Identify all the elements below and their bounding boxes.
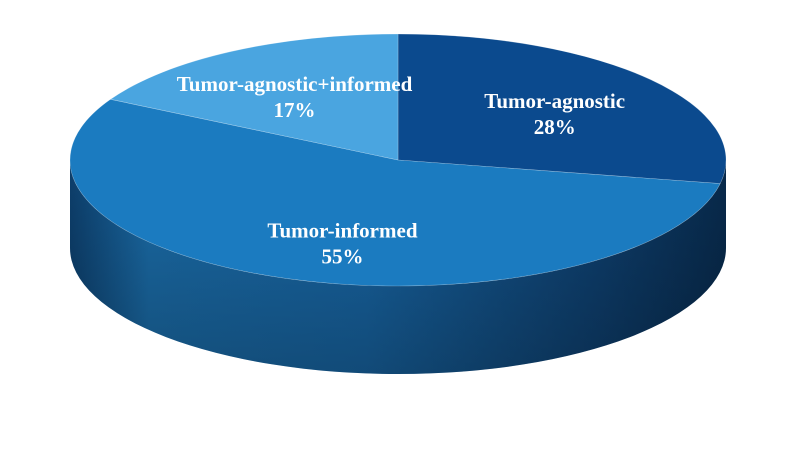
- slice-label-value-tumor-agnostic: 28%: [534, 115, 576, 139]
- pie-top-layer: [69, 33, 727, 287]
- slice-label-value-tumor-informed: 55%: [321, 244, 363, 268]
- pie-slice-tumor-agnostic-informed: [109, 33, 399, 161]
- pie-slice-tumor-informed: [69, 98, 721, 287]
- pie-slice-tumor-agnostic: [397, 33, 727, 184]
- pie-side-shade: [70, 160, 726, 374]
- pie-side-layer: [70, 160, 726, 374]
- slice-label-name-tumor-informed: Tumor-informed: [267, 218, 417, 242]
- slice-label-value-tumor-agnostic-informed: 17%: [273, 98, 315, 122]
- slice-label-name-tumor-agnostic: Tumor-agnostic: [484, 89, 625, 113]
- slice-label-name-tumor-agnostic-informed: Tumor-agnostic+informed: [177, 72, 413, 96]
